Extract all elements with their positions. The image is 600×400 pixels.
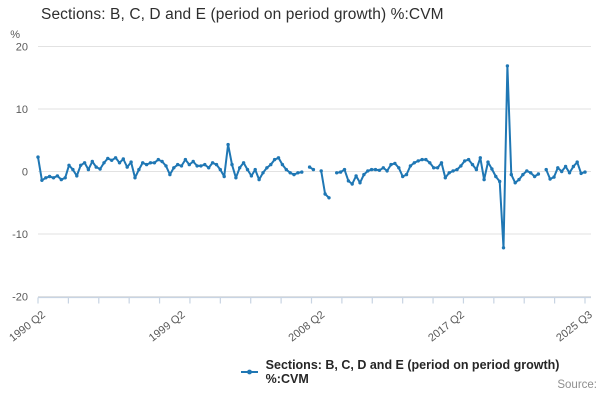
y-tick-label: -20 [12, 292, 28, 304]
series-line [37, 64, 586, 249]
x-tick-label: 2017 Q2 [426, 309, 467, 344]
legend-line-marker [241, 369, 258, 375]
x-tick-label: 1999 Q2 [147, 309, 188, 344]
plot-area: 20 10 0 -10 -20% 1990 Q2 1999 Q2 2008 Q2 2017 Q… [7, 29, 595, 344]
x-tick-label: 1990 Q2 [7, 309, 48, 344]
y-tick-label: 0 [22, 167, 28, 179]
series-markers [36, 64, 587, 250]
legend-item[interactable]: Sections: B, C, D and E (period on perio… [240, 358, 600, 386]
source-text: Source: [557, 379, 597, 391]
x-axis [37, 296, 591, 304]
x-axis-labels: 1990 Q2 1999 Q2 2008 Q2 2017 Q2 2025 Q3 [7, 309, 595, 344]
gridlines [38, 46, 591, 297]
y-axis-unit-label: % [10, 29, 20, 41]
y-tick-label: -10 [12, 229, 28, 241]
x-tick-label: 2025 Q3 [554, 309, 595, 344]
legend-label: Sections: B, C, D and E (period on perio… [265, 358, 560, 386]
x-tick-label: 2008 Q2 [287, 309, 328, 344]
chart-title: Sections: B, C, D and E (period on perio… [41, 6, 444, 23]
y-tick-label: 10 [16, 104, 28, 116]
y-axis-labels: 20 10 0 -10 -20% [10, 29, 28, 304]
series-group [36, 64, 587, 250]
y-tick-label: 20 [16, 42, 28, 54]
